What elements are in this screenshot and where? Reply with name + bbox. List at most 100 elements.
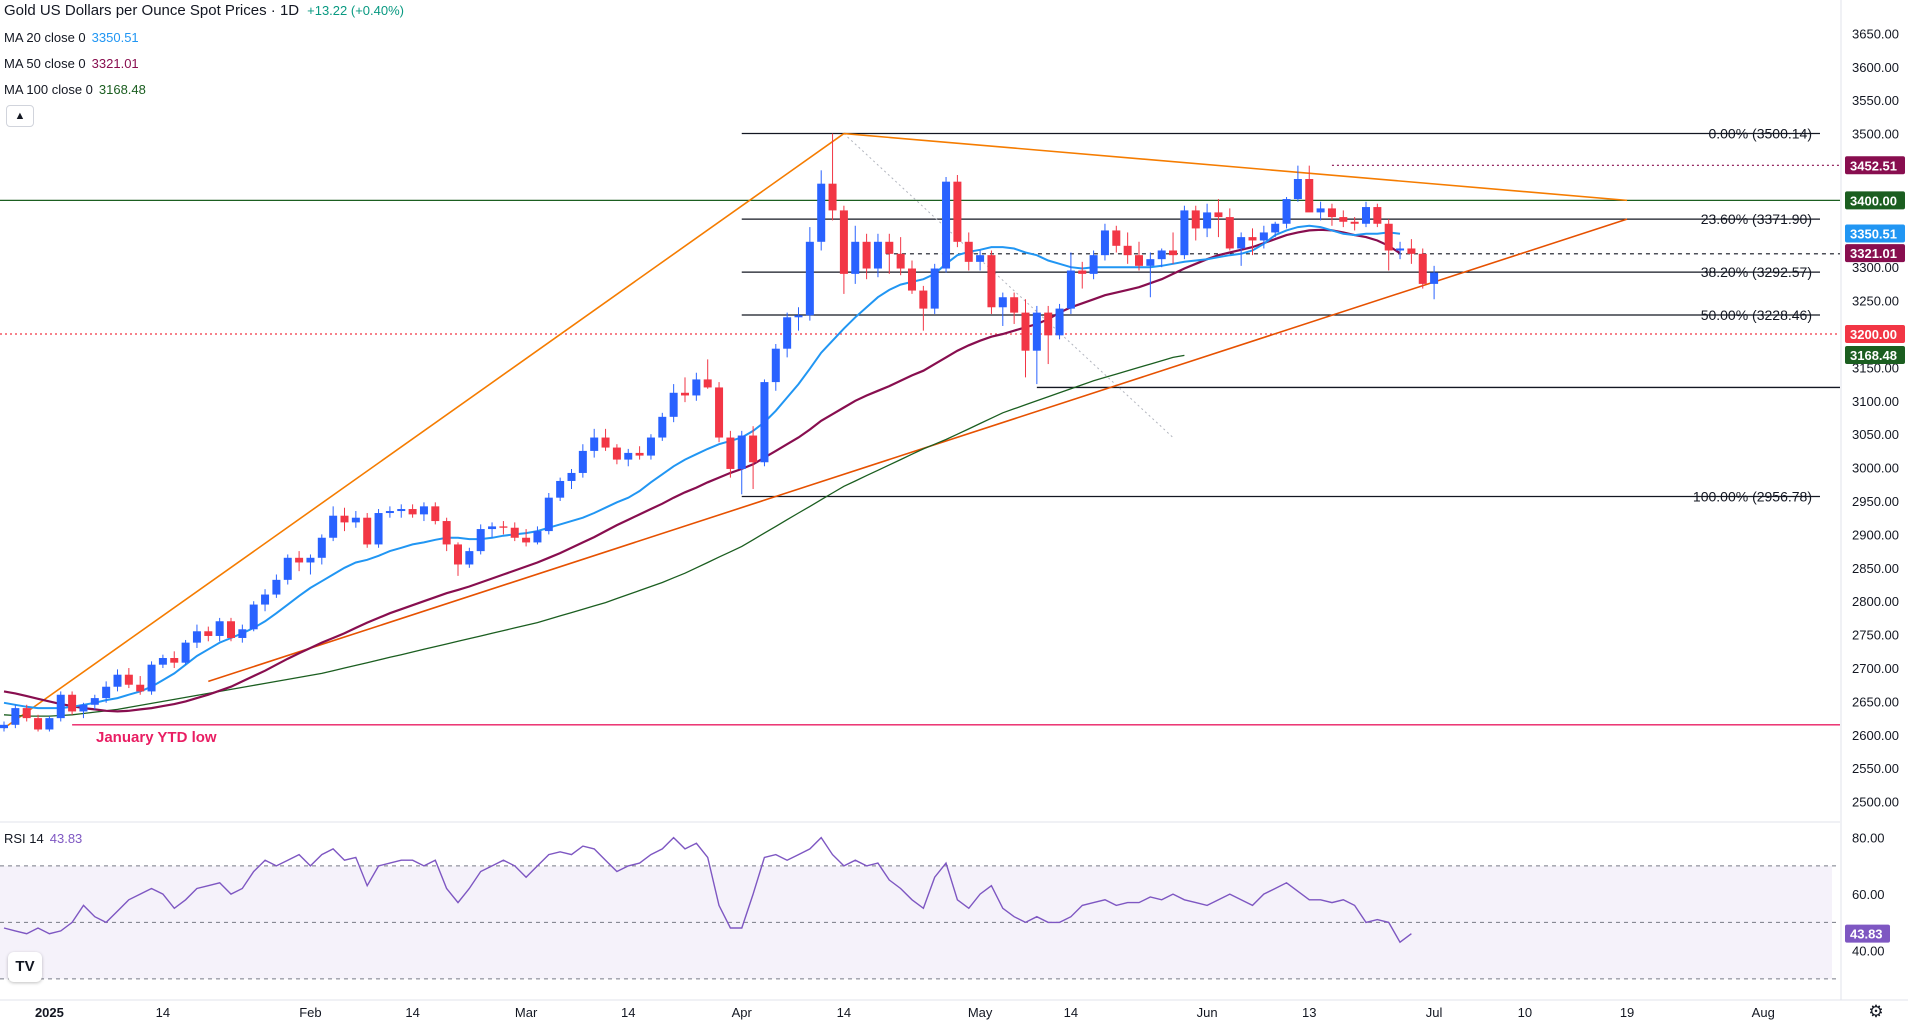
candle-body <box>953 181 962 242</box>
candle-body <box>1327 208 1336 218</box>
candle <box>79 702 88 719</box>
candle-body <box>1078 270 1087 274</box>
candle-body <box>419 506 428 515</box>
candle-body <box>873 241 882 269</box>
price-tick-label: 2750.00 <box>1852 628 1899 643</box>
candle-body <box>987 255 996 308</box>
legend-ma50[interactable]: MA 50 close 0 3321.01 <box>4 56 139 72</box>
time-tick-label: 14 <box>837 1005 851 1020</box>
time-tick-label: 14 <box>405 1005 419 1020</box>
candle <box>964 232 973 271</box>
fib-level-label: 0.00% (3500.14) <box>1708 125 1812 141</box>
candle <box>1044 305 1053 365</box>
candle <box>1248 228 1257 256</box>
candle <box>862 233 871 280</box>
candle-body <box>567 472 576 481</box>
candle-body <box>397 509 406 512</box>
candle <box>681 377 689 403</box>
gear-icon[interactable]: ⚙ <box>1868 1002 1884 1021</box>
candle <box>669 384 678 423</box>
candle-body <box>1373 207 1382 224</box>
candle-body <box>1146 259 1155 266</box>
candle-body <box>465 551 474 565</box>
candle-body <box>1123 245 1132 256</box>
candle <box>374 509 383 548</box>
candle-body <box>1214 212 1223 218</box>
price-label-tag: 3168.48 <box>1845 346 1905 365</box>
candle-body <box>1362 207 1370 224</box>
price-tick-label: 3150.00 <box>1852 360 1899 375</box>
time-tick-label: 10 <box>1518 1005 1532 1020</box>
price-label-tag: 3452.51 <box>1845 156 1905 175</box>
time-axis[interactable]: 2025 14 Feb 14 Mar 14 Apr 14 May 14 Jun 13 Jul 10 19 Au… <box>35 1005 1775 1020</box>
candle <box>998 292 1007 326</box>
legend-ma20[interactable]: MA 20 close 0 3350.51 <box>4 30 139 46</box>
candle-body <box>295 557 304 563</box>
candle-body <box>351 517 360 523</box>
candle <box>828 133 837 221</box>
candle <box>1339 210 1348 228</box>
candle-body <box>635 452 644 456</box>
candle-body <box>1010 297 1019 313</box>
candle <box>624 448 633 467</box>
candle-body <box>1396 248 1405 251</box>
candle-body <box>930 268 939 309</box>
candle-body <box>760 382 769 463</box>
legend-ma100-value: 3168.48 <box>98 82 146 97</box>
candle <box>715 382 724 443</box>
price-label-text: 3452.51 <box>1850 158 1897 173</box>
candle <box>692 372 701 401</box>
candle-body <box>476 529 485 552</box>
candle-body <box>1044 312 1053 336</box>
price-label-bg <box>1845 324 1905 343</box>
candle <box>1021 299 1030 378</box>
candle <box>556 477 565 502</box>
time-tick-label: 19 <box>1620 1005 1634 1020</box>
candle <box>419 502 428 522</box>
tradingview-logo[interactable]: TV <box>8 952 42 982</box>
candle-body <box>306 557 315 563</box>
rsi-legend[interactable]: RSI 14 43.83 <box>4 831 82 846</box>
candle <box>317 534 326 565</box>
price-label-text: 3200.00 <box>1850 327 1897 342</box>
price-tick-label: 2900.00 <box>1852 527 1899 542</box>
candle <box>1089 250 1098 280</box>
candle <box>1271 221 1280 238</box>
candle-body <box>703 379 712 388</box>
candle <box>227 617 235 642</box>
candle-body <box>862 241 871 269</box>
trendline <box>208 218 1628 683</box>
price-tick-label: 3650.00 <box>1852 26 1899 41</box>
candle-body <box>1100 230 1109 256</box>
candle-body <box>669 392 678 417</box>
candle <box>102 681 111 703</box>
price-axis[interactable]: 2500.00 2550.00 2600.00 2650.00 2700.00 2750.… <box>1852 26 1899 809</box>
time-tick-label: 2025 <box>35 1005 64 1020</box>
candle-body <box>442 521 451 545</box>
candle-body <box>124 674 133 685</box>
candle-body <box>544 497 553 532</box>
horizontal-levels <box>0 164 1840 726</box>
legend-ma100[interactable]: MA 100 close 0 3168.48 <box>4 82 146 98</box>
candle-body <box>658 416 667 438</box>
candle-body <box>522 537 531 543</box>
candle <box>249 601 258 632</box>
price-labels: 3452.51 3400.00 3350.51 3321.01 3200.00 3168.… <box>1845 156 1905 365</box>
time-tick-label: Jun <box>1197 1005 1218 1020</box>
candle-body <box>1066 270 1075 309</box>
candle <box>942 176 951 273</box>
candle-body <box>715 387 724 438</box>
time-tick-label: Mar <box>515 1005 538 1020</box>
price-tick-label: 3250.00 <box>1852 294 1899 309</box>
rsi-axis-label: 40.00 <box>1852 944 1885 959</box>
candle <box>1327 203 1336 226</box>
candle <box>385 506 394 518</box>
candle <box>1293 165 1302 202</box>
candle-body <box>1055 308 1064 336</box>
chart-title: Gold US Dollars per Ounce Spot Prices · … <box>4 2 300 19</box>
candle <box>431 502 440 525</box>
candle-body <box>431 506 440 522</box>
collapse-legend-button[interactable]: ▲ <box>6 105 34 127</box>
time-tick-label: 13 <box>1302 1005 1316 1020</box>
